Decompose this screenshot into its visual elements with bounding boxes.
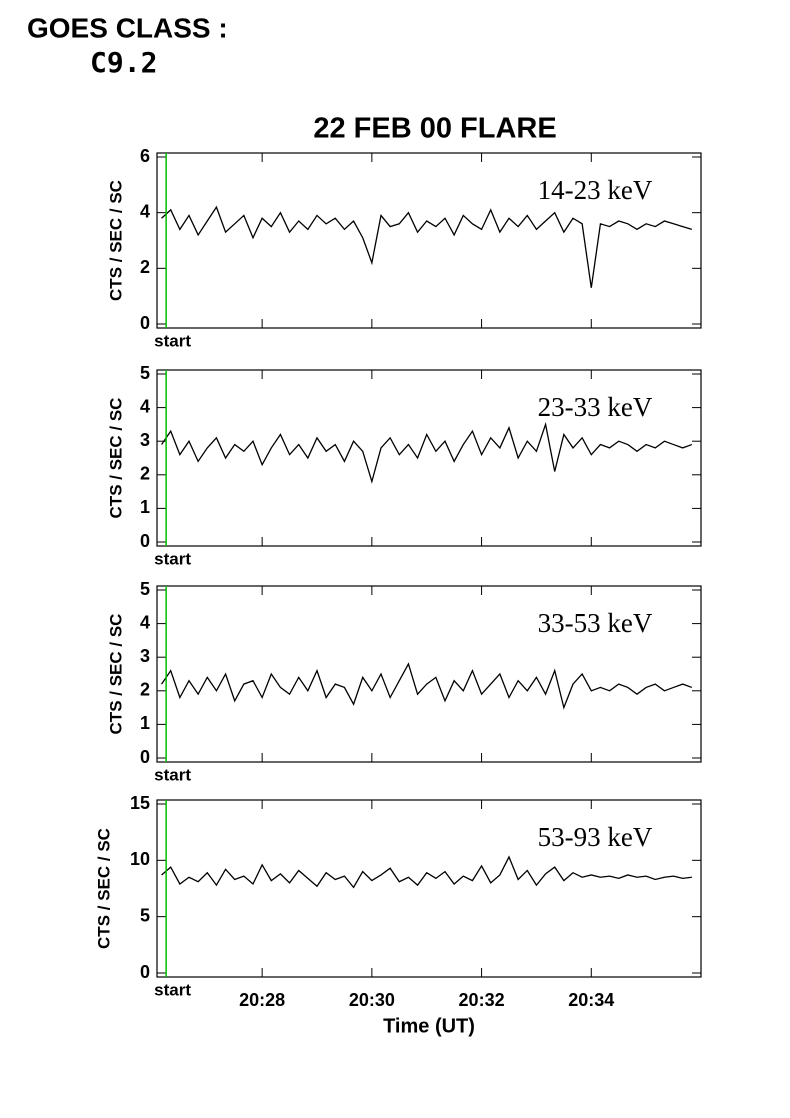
y-tick-label: 2 [140,257,150,277]
data-line [161,855,692,889]
band-label: 23-33 keV [538,392,653,422]
start-label: start [154,980,191,999]
data-line [161,205,693,288]
data-line [161,662,693,710]
x-tick-label: 20:34 [568,990,614,1010]
band-label: 53-93 keV [538,822,653,852]
y-tick-label: 2 [140,464,150,484]
x-tick-label: 20:30 [349,990,395,1010]
y-tick-label: 1 [140,713,150,733]
y-axis-label: CTS / SEC / SC [106,398,125,519]
plot-frame [156,152,702,329]
band-label: 33-53 keV [538,608,653,638]
y-tick-label: 2 [140,680,150,700]
y-tick-label: 0 [140,747,150,767]
y-tick-label: 3 [140,430,150,450]
y-axis-label: CTS / SEC / SC [106,614,125,735]
x-tick-label: 20:28 [239,990,285,1010]
start-label: start [154,331,191,350]
goes-class: C9.2 [90,46,157,79]
plot-frame [156,799,702,978]
band-label: 14-23 keV [538,175,653,205]
y-tick-label: 0 [140,313,150,333]
chart-title: 22 FEB 00 FLARE [313,113,556,145]
x-axis-label: Time (UT) [383,1015,475,1037]
plot-frame [156,585,702,763]
y-tick-label: 10 [130,849,150,869]
x-tick-label: 20:32 [459,990,505,1010]
y-tick-label: 3 [140,646,150,666]
y-tick-label: 5 [140,905,150,925]
data-line [161,421,693,484]
y-axis-label: CTS / SEC / SC [94,828,113,949]
y-axis-label: CTS / SEC / SC [106,180,125,301]
goes-label: GOES CLASS : [27,12,228,43]
y-tick-label: 4 [140,612,150,632]
y-tick-label: 1 [140,497,150,517]
y-tick-label: 15 [130,793,150,813]
y-tick-label: 0 [140,531,150,551]
start-label: start [154,549,191,568]
y-tick-label: 6 [140,146,150,166]
y-tick-label: 5 [140,579,150,599]
y-tick-label: 4 [140,201,150,221]
y-tick-label: 0 [140,962,150,982]
plot-frame [156,369,702,547]
start-label: start [154,765,191,784]
y-tick-label: 5 [140,363,150,383]
y-tick-label: 4 [140,396,150,416]
